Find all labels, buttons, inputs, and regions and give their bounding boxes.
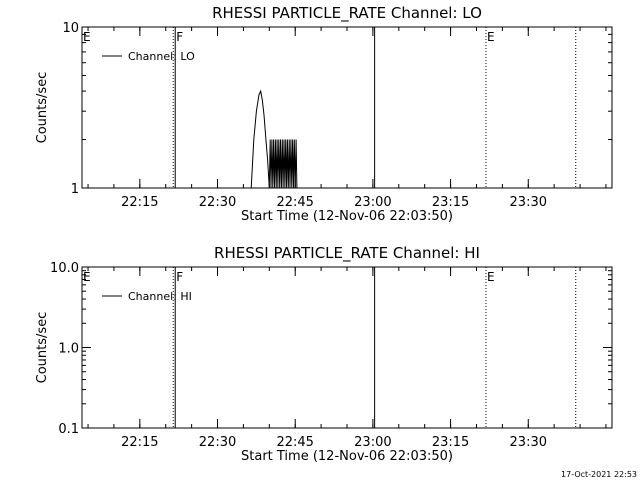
x-tick-label: 23:00	[354, 435, 391, 450]
x-axis-label: Start Time (12-Nov-06 22:03:50)	[241, 209, 453, 224]
event-marker-label: E	[83, 270, 91, 284]
x-tick-label: 22:45	[276, 195, 313, 210]
event-marker-label: E	[487, 270, 495, 284]
y-tick-label: 10	[62, 21, 79, 36]
x-axis-label: Start Time (12-Nov-06 22:03:50)	[241, 449, 453, 464]
event-marker-label: E	[487, 30, 495, 44]
x-tick-label: 23:15	[432, 435, 469, 450]
hi-channel-panel: RHESSI PARTICLE_RATE Channel: HI 0.1 1.0 10…	[35, 244, 613, 464]
chart-title: RHESSI PARTICLE_RATE Channel: LO	[212, 4, 482, 23]
chart-title: RHESSI PARTICLE_RATE Channel: HI	[214, 244, 480, 263]
x-tick-label: 23:00	[354, 195, 391, 210]
event-marker-label: E	[83, 30, 91, 44]
y-axis-label: Counts/sec	[35, 312, 50, 384]
legend-label: Channel: LO	[128, 50, 195, 63]
legend-label: Channel: HI	[128, 290, 192, 303]
event-marker-label: F	[176, 30, 183, 44]
series-line	[250, 89, 298, 189]
y-tick-label: 1.0	[58, 342, 79, 357]
x-tick-label: 23:30	[510, 195, 547, 210]
y-tick-label: 0.1	[58, 422, 79, 437]
y-tick-label: 1	[71, 182, 79, 197]
x-tick-label: 22:15	[121, 435, 158, 450]
x-tick-label: 22:30	[199, 195, 236, 210]
x-tick-label: 22:30	[199, 435, 236, 450]
x-tick-label: 23:30	[510, 435, 547, 450]
event-marker-label: F	[176, 270, 183, 284]
y-axis-label: Counts/sec	[35, 72, 50, 144]
x-tick-label: 22:15	[121, 195, 158, 210]
x-tick-label: 23:15	[432, 195, 469, 210]
x-tick-label: 22:45	[276, 435, 313, 450]
y-tick-label: 10.0	[50, 261, 79, 276]
lo-channel-panel: RHESSI PARTICLE_RATE Channel: LO 1 10 Count…	[35, 4, 613, 224]
plot-timestamp: 17-Oct-2021 22:53	[561, 470, 637, 479]
